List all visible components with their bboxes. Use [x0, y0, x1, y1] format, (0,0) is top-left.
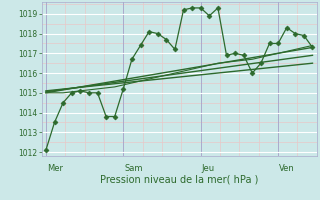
Text: Jeu: Jeu: [202, 164, 215, 173]
Text: Ven: Ven: [279, 164, 295, 173]
Text: Pression niveau de la mer( hPa ): Pression niveau de la mer( hPa ): [100, 175, 258, 185]
Text: Sam: Sam: [124, 164, 143, 173]
Text: Mer: Mer: [47, 164, 63, 173]
